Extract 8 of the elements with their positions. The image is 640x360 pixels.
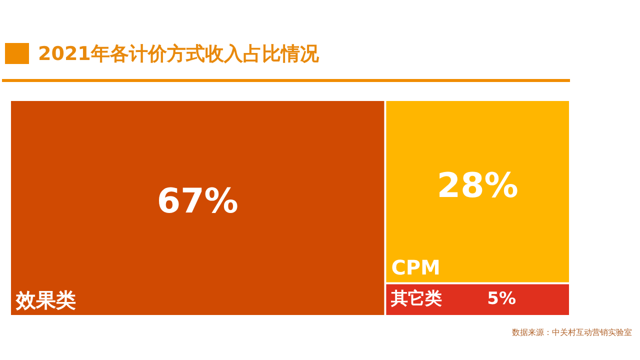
source-note: 数据来源：中关村互动营销实验室 [512,327,632,338]
category-label: 其它类 [390,289,442,310]
text: 2021年各计价方式收入占比情况 [38,42,319,67]
category-label: 效果类 [15,288,76,312]
data-label: 5% [487,289,516,310]
category-label: CPM [391,255,440,280]
data-label: 67% [156,182,238,222]
data-label: 28% [436,166,518,206]
